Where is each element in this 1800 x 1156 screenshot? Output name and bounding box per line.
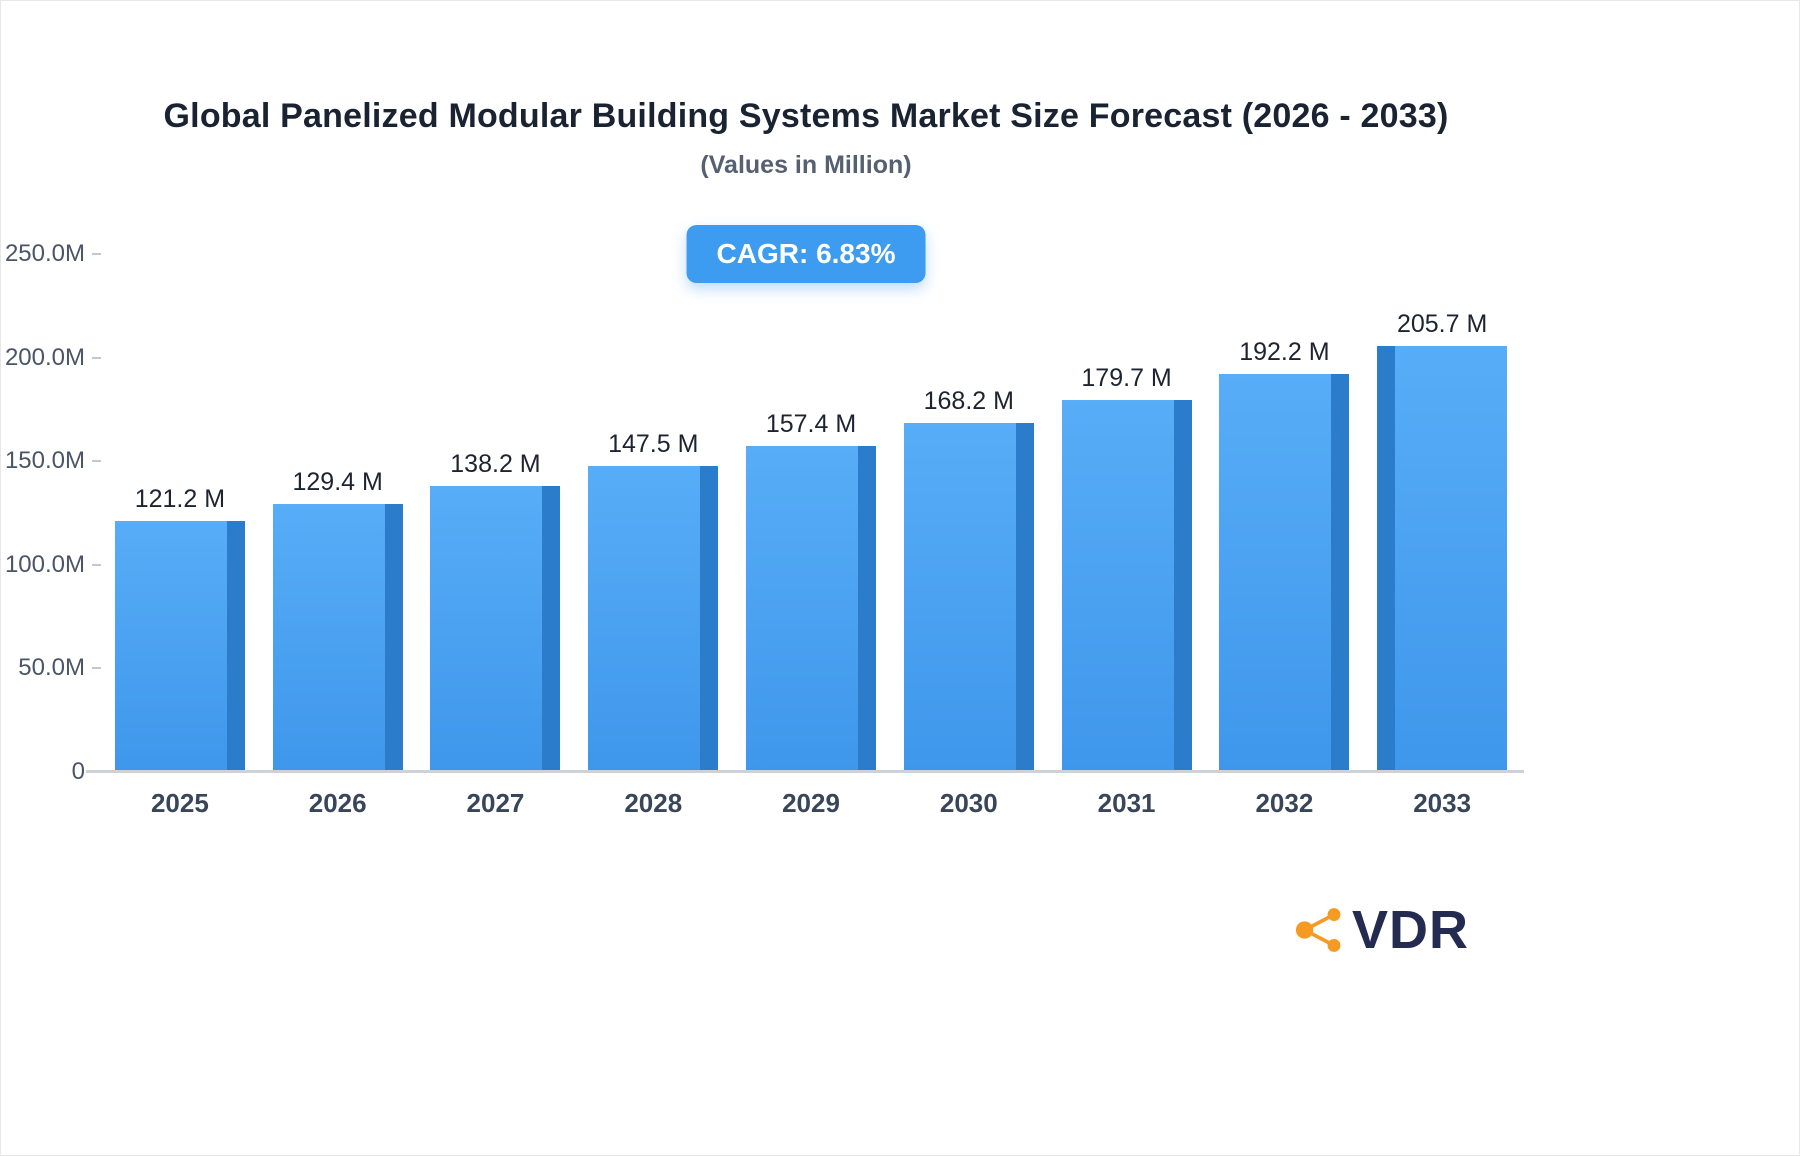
x-axis-label: 2026 — [308, 788, 367, 818]
bar-side-shade — [1173, 400, 1192, 772]
bar-column: 179.7 M — [1048, 364, 1206, 772]
bar-column: 192.2 M — [1205, 338, 1363, 772]
bar-side-shade — [1377, 346, 1396, 772]
bar-2030[interactable] — [903, 423, 1034, 772]
bar-face — [1395, 346, 1508, 772]
bar-value-label: 168.2 M — [923, 387, 1014, 415]
y-axis: 250.0M 200.0M 150.0M 100.0M 50.0M 0 — [1, 240, 101, 785]
y-axis-tick-label: 100.0M — [1, 551, 101, 579]
y-axis-tick-label: 50.0M — [1, 654, 101, 682]
bar-2028[interactable] — [588, 466, 719, 772]
bar-value-label: 205.7 M — [1396, 310, 1488, 338]
bar-2029[interactable] — [746, 446, 877, 772]
bar-face — [1061, 400, 1174, 772]
bar-2025[interactable] — [114, 521, 245, 772]
y-axis-tick-mark — [92, 460, 101, 462]
bar-column: 138.2 M — [417, 450, 575, 772]
y-axis-tick-mark — [92, 357, 101, 359]
bar-column: 147.5 M — [574, 430, 732, 772]
bar-column: 205.7 M — [1363, 310, 1521, 772]
bar-column: 121.2 M — [101, 485, 259, 772]
bar-side-shade — [1015, 423, 1034, 772]
bar-side-shade — [542, 486, 561, 772]
bar-2027[interactable] — [430, 486, 561, 772]
plot-area: 121.2 M 129.4 M 138.2 M 147.5 M 157.4 M 168.2… — [101, 254, 1521, 772]
bar-value-label: 121.2 M — [134, 485, 226, 513]
bar-2033[interactable] — [1377, 346, 1508, 772]
bar-column: 129.4 M — [259, 468, 417, 772]
x-axis-label: 2030 — [939, 788, 998, 818]
bar-side-shade — [226, 521, 245, 772]
y-axis-tick-label: 200.0M — [1, 344, 101, 372]
x-axis-labels: 2025 2026 2027 2028 2029 2030 2031 2032 2033 — [101, 788, 1521, 819]
bar-face — [588, 466, 701, 772]
x-axis-label: 2031 — [1097, 788, 1156, 818]
bar-face — [1219, 374, 1332, 772]
chart-subtitle: (Values in Million) — [700, 151, 912, 179]
chart-title: Global Panelized Modular Building System… — [163, 97, 1449, 135]
bar-face — [272, 504, 385, 772]
x-axis-label: 2028 — [624, 788, 683, 818]
bar-side-shade — [858, 446, 877, 772]
x-axis-label: 2027 — [466, 788, 525, 818]
brand-logo: VDR — [1292, 899, 1469, 961]
bar-value-label: 192.2 M — [1239, 338, 1330, 366]
cagr-badge: CAGR: 6.83% — [686, 225, 926, 283]
bar-value-label: 147.5 M — [608, 430, 699, 458]
y-axis-tick-mark — [92, 253, 101, 255]
bar-face — [746, 446, 859, 772]
y-axis-tick-label: 150.0M — [1, 447, 101, 475]
x-axis-line — [86, 770, 1524, 773]
y-axis-tick-mark — [92, 564, 101, 566]
bar-value-label: 138.2 M — [450, 450, 541, 478]
bar-2031[interactable] — [1061, 400, 1192, 772]
x-axis-label: 2032 — [1255, 788, 1314, 818]
bar-value-label: 179.7 M — [1081, 364, 1172, 392]
bar-column: 168.2 M — [890, 387, 1048, 772]
bar-face — [430, 486, 543, 772]
bar-face — [114, 521, 227, 772]
bar-2032[interactable] — [1219, 374, 1350, 772]
x-axis-label: 2029 — [782, 788, 840, 818]
bar-column: 157.4 M — [732, 410, 890, 772]
bar-side-shade — [1331, 374, 1350, 772]
bar-face — [903, 423, 1016, 772]
vdr-logo-text: VDR — [1351, 900, 1469, 960]
bar-side-shade — [700, 466, 719, 772]
x-axis-label: 2033 — [1413, 788, 1472, 818]
bar-2026[interactable] — [272, 504, 403, 772]
y-axis-tick-mark — [92, 667, 101, 669]
bar-value-label: 129.4 M — [292, 468, 383, 496]
vdr-network-icon — [1295, 908, 1341, 952]
bar-side-shade — [384, 504, 403, 772]
y-axis-tick-label: 250.0M — [1, 240, 101, 268]
bar-value-label: 157.4 M — [765, 410, 857, 438]
x-axis-label: 2025 — [150, 788, 209, 818]
